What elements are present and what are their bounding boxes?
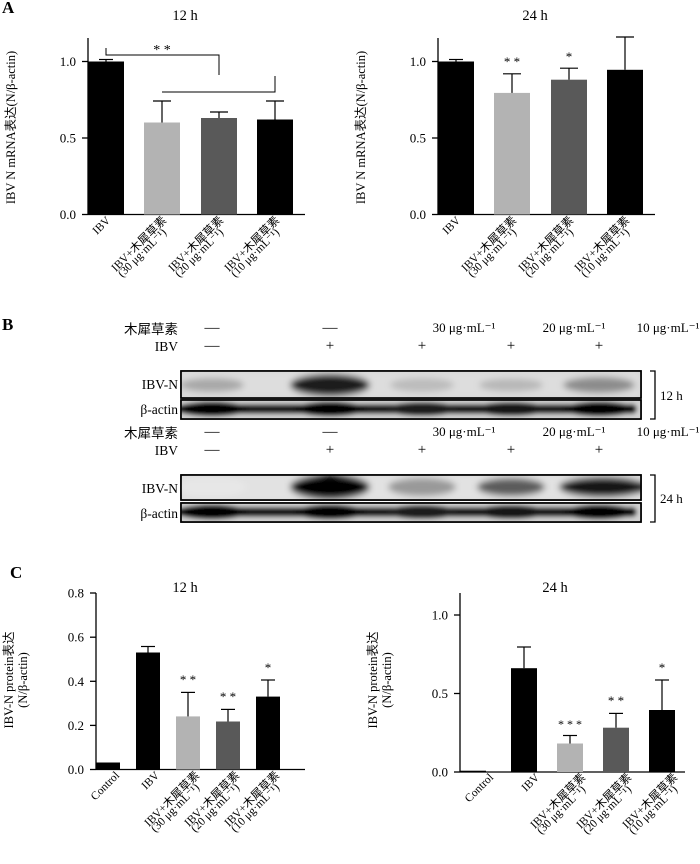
svg-text:—: —: [204, 442, 221, 458]
svg-text:—: —: [204, 424, 221, 440]
svg-text:(N/β-actin): (N/β-actin): [380, 652, 394, 708]
svg-text:0.5: 0.5: [410, 131, 426, 146]
svg-text:*: *: [265, 660, 272, 675]
svg-text:0.6: 0.6: [68, 630, 85, 645]
svg-text:1.0: 1.0: [432, 608, 448, 623]
svg-text:* *: * *: [504, 54, 520, 69]
svg-text:* * *: * * *: [558, 717, 582, 731]
svg-text:木犀草素: 木犀草素: [124, 322, 178, 337]
svg-text:—: —: [204, 338, 221, 354]
svg-text:+: +: [595, 338, 603, 354]
svg-text:IBV: IBV: [155, 443, 179, 458]
svg-text:Control: Control: [89, 770, 122, 803]
svg-text:Control: Control: [463, 772, 496, 805]
svg-text:20 μg·mL⁻¹: 20 μg·mL⁻¹: [543, 424, 606, 439]
svg-text:20 μg·mL⁻¹: 20 μg·mL⁻¹: [543, 320, 606, 335]
svg-text:β-actin: β-actin: [140, 402, 178, 417]
svg-text:IBV N mRNA表达(N/β-actin): IBV N mRNA表达(N/β-actin): [354, 51, 368, 204]
svg-text:12 h: 12 h: [660, 388, 683, 403]
svg-text:0.0: 0.0: [432, 765, 448, 780]
svg-text:0.0: 0.0: [60, 207, 76, 222]
svg-text:1.0: 1.0: [60, 54, 76, 69]
svg-text:*: *: [659, 660, 666, 675]
svg-text:—: —: [322, 320, 339, 336]
svg-text:+: +: [326, 338, 334, 354]
svg-text:1.0: 1.0: [410, 54, 426, 69]
svg-text:10 μg·mL⁻¹: 10 μg·mL⁻¹: [637, 424, 700, 439]
svg-text:* *: * *: [608, 693, 624, 708]
svg-text:+: +: [595, 442, 603, 458]
svg-text:0.4: 0.4: [68, 674, 85, 689]
svg-text:IBV: IBV: [520, 771, 543, 794]
svg-text:IBV: IBV: [441, 214, 464, 237]
svg-text:IBV: IBV: [91, 214, 114, 237]
svg-text:IBV: IBV: [155, 339, 179, 354]
svg-text:12 h: 12 h: [172, 580, 198, 596]
svg-text:* *: * *: [153, 43, 171, 58]
svg-text:0.8: 0.8: [68, 586, 84, 601]
svg-text:+: +: [326, 442, 334, 458]
svg-text:—: —: [204, 320, 221, 336]
svg-text:0.2: 0.2: [68, 718, 84, 733]
svg-text:24 h: 24 h: [542, 580, 568, 596]
svg-text:30 μg·mL⁻¹: 30 μg·mL⁻¹: [433, 320, 496, 335]
svg-text:β-actin: β-actin: [140, 506, 178, 521]
svg-text:(N/β-actin): (N/β-actin): [16, 652, 30, 708]
svg-text:IBV-N: IBV-N: [142, 377, 179, 392]
svg-text:0.0: 0.0: [410, 207, 426, 222]
svg-text:10 μg·mL⁻¹: 10 μg·mL⁻¹: [637, 320, 700, 335]
svg-text:0.0: 0.0: [68, 762, 84, 777]
svg-text:* *: * *: [220, 689, 236, 704]
svg-text:IBV-N protein表达: IBV-N protein表达: [366, 631, 380, 729]
svg-text:IBV N mRNA表达(N/β-actin): IBV N mRNA表达(N/β-actin): [4, 51, 18, 204]
svg-text:24 h: 24 h: [660, 491, 683, 506]
svg-text:24 h: 24 h: [522, 8, 548, 24]
svg-text:30 μg·mL⁻¹: 30 μg·mL⁻¹: [433, 424, 496, 439]
svg-text:*: *: [566, 49, 573, 64]
svg-text:IBV: IBV: [140, 769, 163, 792]
svg-text:IBV-N: IBV-N: [142, 481, 179, 496]
svg-text:0.5: 0.5: [60, 131, 76, 146]
svg-text:12 h: 12 h: [172, 8, 198, 24]
svg-text:0.5: 0.5: [432, 686, 448, 701]
svg-text:IBV-N protein表达: IBV-N protein表达: [2, 631, 16, 729]
svg-text:木犀草素: 木犀草素: [124, 426, 178, 441]
svg-text:+: +: [507, 338, 515, 354]
svg-text:* *: * *: [180, 672, 196, 687]
svg-text:+: +: [418, 338, 426, 354]
svg-text:+: +: [507, 442, 515, 458]
svg-text:—: —: [322, 424, 339, 440]
svg-text:+: +: [418, 442, 426, 458]
